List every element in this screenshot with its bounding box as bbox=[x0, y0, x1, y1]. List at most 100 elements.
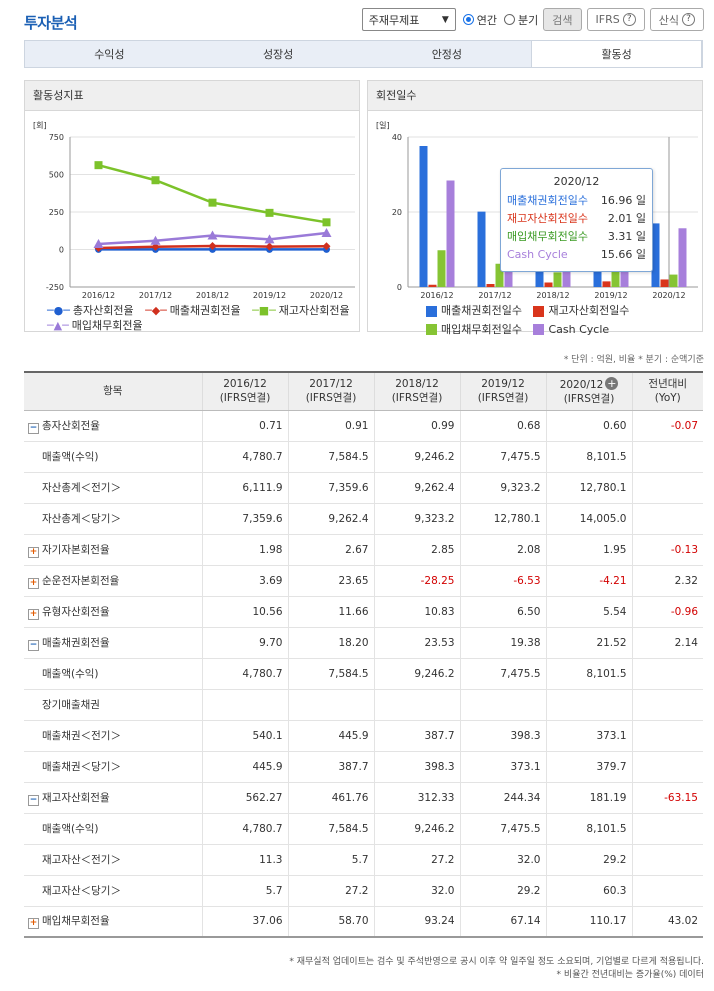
collapse-icon[interactable]: − bbox=[28, 639, 39, 651]
legend-label: 총자산회전율 bbox=[72, 304, 134, 317]
bar bbox=[602, 281, 611, 287]
y-axis-unit: [회] bbox=[33, 121, 47, 130]
legend-item[interactable]: 매입채무회전일수 bbox=[426, 322, 522, 338]
table-row[interactable]: + 자기자본회전율 1.98 2.67 2.85 2.08 1.95 -0.13 bbox=[24, 534, 703, 566]
legend-item[interactable]: ─■─ 재고자산회전율 bbox=[252, 303, 349, 318]
tab-stability[interactable]: 안정성 bbox=[431, 48, 463, 61]
expand-icon[interactable]: + bbox=[28, 546, 39, 558]
col-header-2020: 2020/12 + (IFRS연결) bbox=[546, 371, 633, 411]
tab-growth[interactable]: 성장성 bbox=[262, 48, 294, 61]
turnover-days-title: 회전일수 bbox=[368, 81, 702, 111]
legend-label: Cash Cycle bbox=[548, 322, 610, 336]
legend-item[interactable]: ─●─ 총자산회전율 bbox=[47, 303, 134, 318]
row-label-cell: + 자기자본회전율 bbox=[24, 534, 203, 566]
value-cell bbox=[546, 689, 633, 721]
legend-item[interactable]: ─◆─ 매출채권회전율 bbox=[145, 303, 241, 318]
data-point bbox=[208, 241, 217, 250]
row-label: 자산총계＜전기＞ bbox=[42, 482, 121, 494]
legend-item[interactable]: 재고자산회전일수 bbox=[533, 303, 629, 319]
y-tick-label: 250 bbox=[49, 208, 64, 217]
tooltip-row: 재고자산회전일수 2.01 일 bbox=[507, 210, 646, 228]
collapse-icon[interactable]: − bbox=[28, 794, 39, 806]
expand-icon[interactable]: + bbox=[28, 608, 39, 620]
search-button[interactable]: 검색 bbox=[543, 8, 582, 31]
bar bbox=[651, 223, 660, 287]
legend-item[interactable]: ─▲─ 매입채무회전율 bbox=[47, 318, 143, 333]
tooltip-title: 2020/12 bbox=[553, 175, 600, 188]
row-label-cell: − 총자산회전율 bbox=[24, 410, 203, 442]
value-cell: 9,262.4 bbox=[374, 472, 461, 504]
value-cell: 373.1 bbox=[546, 720, 633, 752]
circle-marker-icon: ─●─ bbox=[47, 304, 70, 317]
ifrs-help-button[interactable]: IFRS ? bbox=[586, 8, 645, 31]
radio-quarter-dot[interactable] bbox=[504, 14, 516, 25]
x-tick-label: 2018/12 bbox=[536, 291, 569, 300]
value-cell: 4,780.7 bbox=[202, 441, 289, 473]
radio-quarter[interactable]: 분기 bbox=[504, 12, 538, 28]
value-cell: 2.08 bbox=[460, 534, 547, 566]
legend-item[interactable]: Cash Cycle bbox=[533, 322, 609, 338]
formula-help-button[interactable]: 산식 ? bbox=[649, 8, 704, 31]
tooltip-label: 매출채권회전일수 bbox=[507, 194, 588, 207]
table-row[interactable]: + 매입채무회전율 37.06 58.70 93.24 67.14 110.17 43.02 bbox=[24, 906, 703, 938]
row-label-cell: 재고자산＜전기＞ bbox=[24, 844, 203, 876]
square-marker-icon: ─■─ bbox=[252, 304, 276, 317]
tooltip-label: 매입채무회전일수 bbox=[507, 230, 588, 243]
tab-activity[interactable]: 활동성 bbox=[531, 41, 702, 67]
yoy-cell bbox=[632, 658, 703, 690]
value-cell: 4,780.7 bbox=[202, 813, 289, 845]
value-cell: 9,246.2 bbox=[374, 441, 461, 473]
add-column-icon[interactable]: + bbox=[605, 376, 619, 390]
table-row[interactable]: − 매출채권회전율 9.70 18.20 23.53 19.38 21.52 2.14 bbox=[24, 627, 703, 659]
row-label-cell: 자산총계＜전기＞ bbox=[24, 472, 203, 504]
x-tick-label: 2016/12 bbox=[82, 291, 115, 300]
radio-annual-dot[interactable] bbox=[462, 14, 474, 25]
table-row[interactable]: + 순운전자본회전율 3.69 23.65 -28.25 -6.53 -4.21 2.32 bbox=[24, 565, 703, 597]
value-cell: 3.69 bbox=[202, 565, 289, 597]
row-label: 자기자본회전율 bbox=[42, 543, 110, 556]
value-cell: 10.56 bbox=[202, 596, 289, 628]
expand-icon[interactable]: + bbox=[28, 577, 39, 589]
table-row[interactable]: − 재고자산회전율 562.27 461.76 312.33 244.34 181.19 -6… bbox=[24, 782, 703, 814]
bar bbox=[678, 228, 687, 287]
legend-swatch bbox=[533, 305, 545, 317]
tooltip-value: 2.01 일 bbox=[607, 212, 646, 225]
value-cell: 4,780.7 bbox=[202, 658, 289, 690]
table-header-row: 항목 2016/12 (IFRS연결) 2017/12 (IFRS연결) 2018/… bbox=[24, 371, 703, 411]
radio-quarter-label: 분기 bbox=[518, 13, 539, 27]
table-row[interactable]: − 총자산회전율 0.71 0.91 0.99 0.68 0.60 -0.07 bbox=[24, 410, 703, 442]
statement-select[interactable]: 주재무제표 ▼ bbox=[361, 8, 456, 31]
row-label-cell: + 순운전자본회전율 bbox=[24, 565, 203, 597]
collapse-icon[interactable]: − bbox=[28, 422, 39, 434]
table-row[interactable]: + 유형자산회전율 10.56 11.66 10.83 6.50 5.54 -0.96 bbox=[24, 596, 703, 628]
value-cell: 9.70 bbox=[202, 627, 289, 659]
table-row: 장기매출채권 bbox=[24, 689, 703, 721]
data-point bbox=[265, 208, 274, 217]
table-row: 자산총계＜당기＞ 7,359.6 9,262.4 9,323.2 12,780.1 14,… bbox=[24, 503, 703, 535]
value-cell: 7,359.6 bbox=[202, 503, 289, 535]
value-cell: 7,359.6 bbox=[288, 472, 375, 504]
yoy-cell bbox=[632, 689, 703, 721]
value-cell: 1.98 bbox=[202, 534, 289, 566]
y-axis-unit: [일] bbox=[376, 121, 390, 130]
col-header-2016: 2016/12 (IFRS연결) bbox=[202, 371, 289, 411]
formula-label: 산식 bbox=[658, 13, 679, 27]
value-cell: 6.50 bbox=[460, 596, 547, 628]
value-cell: 37.06 bbox=[202, 906, 289, 938]
col-header-subtext: (IFRS연결) bbox=[219, 392, 271, 405]
radio-annual[interactable]: 연간 bbox=[462, 12, 497, 28]
legend-item[interactable]: 매출채권회전일수 bbox=[426, 303, 522, 319]
expand-icon[interactable]: + bbox=[28, 918, 39, 930]
col-header-yoy: 전년대비 (YoY) bbox=[632, 371, 703, 411]
value-cell: 110.17 bbox=[546, 906, 633, 938]
analysis-tabs: 수익성 성장성 안정성 활동성 bbox=[24, 40, 703, 68]
col-header-text: 항목 bbox=[103, 385, 123, 398]
bar bbox=[477, 211, 486, 287]
legend-label: 재고자산회전일수 bbox=[548, 304, 630, 317]
row-label: 재고자산＜전기＞ bbox=[42, 854, 121, 866]
value-cell: 7,475.5 bbox=[460, 441, 547, 473]
yoy-cell bbox=[632, 813, 703, 845]
table-row: 매출채권＜당기＞ 445.9 387.7 398.3 373.1 379.7 bbox=[24, 751, 703, 783]
value-cell: 8,101.5 bbox=[546, 441, 633, 473]
tab-profitability[interactable]: 수익성 bbox=[94, 48, 125, 61]
